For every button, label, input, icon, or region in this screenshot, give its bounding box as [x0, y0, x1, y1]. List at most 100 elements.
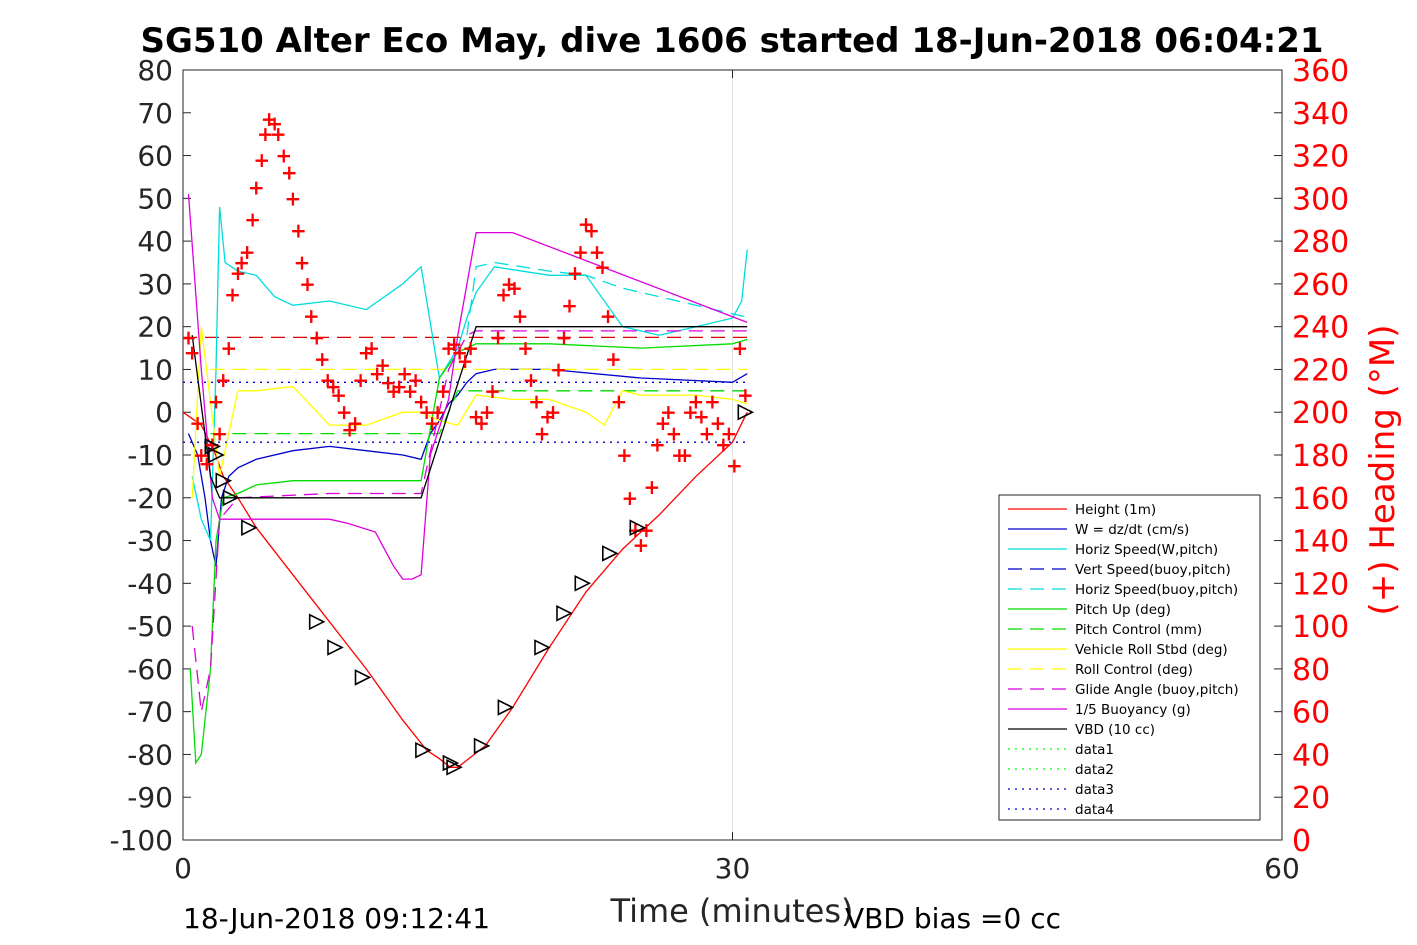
right-tick-label: 80: [1292, 653, 1330, 688]
heading-point: +: [285, 186, 302, 210]
heading-point: +: [211, 422, 228, 446]
heading-point: +: [726, 454, 743, 478]
triangle-marker: [222, 489, 240, 507]
heading-point: +: [413, 390, 430, 414]
triangle-marker: [446, 759, 463, 776]
heading-point: +: [429, 400, 446, 424]
footer-vbd-bias: VBD bias =0 cc: [845, 902, 1061, 935]
heading-point: +: [616, 443, 633, 467]
heading-point: +: [208, 390, 225, 414]
right-tick-label: 340: [1292, 97, 1349, 132]
series-layer: [183, 194, 751, 768]
heading-point: +: [358, 340, 375, 364]
legend-label-6: Pitch Control (mm): [1075, 622, 1202, 638]
heading-point: +: [545, 400, 562, 424]
left-tick-label: 50: [137, 182, 173, 215]
heading-point: +: [352, 368, 369, 392]
right-tick-label: 300: [1292, 182, 1349, 217]
legend: Height (1m) W = dz/dt (cm/s) Horiz Speed(W…: [998, 494, 1261, 821]
legend-label-0: Height (1m): [1075, 502, 1156, 518]
heading-point: +: [484, 379, 501, 403]
left-tick-label: 80: [137, 54, 173, 87]
left-tick-label: -90: [127, 781, 173, 814]
left-y-axis: 80 70 60 50 40 30 20 10 0 -10 -20 -30 -40 -50 -60 -70 -8…: [109, 54, 1282, 857]
triangle-marker: [473, 737, 491, 755]
x-tick-label: 60: [1264, 852, 1300, 885]
left-tick-label: -60: [127, 653, 173, 686]
right-tick-label: 40: [1292, 738, 1330, 773]
heading-point: +: [314, 347, 331, 371]
legend-label-7: Vehicle Roll Stbd (deg): [1075, 642, 1228, 658]
series-line-0: [183, 411, 748, 768]
x-tick-label: 0: [174, 852, 192, 885]
heading-point: +: [539, 405, 556, 429]
heading-point: +: [589, 240, 606, 264]
heading-point: +: [567, 261, 584, 285]
legend-label-14: data3: [1075, 782, 1114, 798]
x-axis: 0 30 60: [174, 70, 1300, 885]
triangle-marker: [208, 446, 225, 464]
triangle-marker: [534, 639, 551, 656]
series-line-1: [187, 368, 748, 567]
heading-point: +: [396, 362, 413, 386]
right-y-axis: 3603403203002802602402202001801601401201…: [1292, 54, 1349, 859]
heading-point: +: [709, 411, 726, 435]
heading-point: +: [184, 340, 201, 364]
heading-point: +: [266, 111, 283, 135]
right-tick-label: 220: [1292, 353, 1349, 388]
heading-point: +: [239, 240, 256, 264]
heading-point: +: [523, 368, 540, 392]
heading-point: +: [495, 283, 512, 307]
heading-point: +: [220, 336, 237, 360]
heading-point: +: [600, 304, 617, 328]
heading-point: +: [244, 208, 261, 232]
left-tick-label: -100: [109, 824, 173, 857]
right-tick-label: 360: [1292, 54, 1349, 89]
heading-point: +: [490, 325, 507, 349]
heading-point: +: [224, 283, 241, 307]
left-tick-label: -70: [127, 696, 173, 729]
heading-point: +: [294, 251, 311, 275]
legend-label-10: 1/5 Buoyancy (g): [1075, 702, 1191, 718]
legend-label-13: data2: [1075, 762, 1114, 778]
heading-point: +: [633, 533, 650, 557]
series-line-11: [191, 326, 748, 499]
heading-point: +: [330, 383, 347, 407]
heading-point: +: [385, 379, 402, 403]
triangle-marker: [354, 669, 372, 686]
heading-point: +: [380, 370, 397, 394]
left-tick-label: 20: [137, 311, 173, 344]
left-tick-label: 60: [137, 140, 173, 173]
heading-point: +: [671, 443, 688, 467]
series-line-9: [191, 330, 748, 712]
heading-point: +: [402, 379, 419, 403]
right-tick-label: 280: [1292, 225, 1349, 260]
triangle-marker: [327, 639, 344, 656]
heading-point: +: [462, 336, 479, 360]
heading-point: +: [687, 390, 704, 414]
series-line-5: [189, 338, 748, 766]
left-tick-label: -10: [127, 439, 173, 472]
heading-point: +: [666, 422, 683, 446]
triangle-marker: [737, 403, 755, 421]
heading-point: +: [682, 400, 699, 424]
heading-point: +: [506, 276, 523, 300]
legend-label-2: Horiz Speed(W,pitch): [1075, 542, 1218, 558]
legend-label-1: W = dz/dt (cm/s): [1075, 522, 1189, 538]
heading-point: +: [737, 383, 754, 407]
legend-label-9: Glide Angle (buoy,pitch): [1075, 682, 1239, 698]
right-tick-label: 240: [1292, 311, 1349, 346]
heading-point: +: [627, 518, 644, 542]
series-line-7: [191, 326, 748, 498]
heading-point: +: [605, 347, 622, 371]
left-tick-label: -50: [127, 610, 173, 643]
heading-point: +: [299, 272, 316, 296]
heading-point: +: [473, 411, 490, 435]
heading-point: +: [424, 411, 441, 435]
heading-point: +: [369, 362, 386, 386]
footer-timestamp: 18-Jun-2018 09:12:41: [183, 902, 490, 935]
series-line-2: [191, 206, 748, 541]
heading-point: +: [261, 107, 278, 131]
heading-point: +: [550, 357, 567, 381]
triangle-marker: [574, 575, 592, 592]
